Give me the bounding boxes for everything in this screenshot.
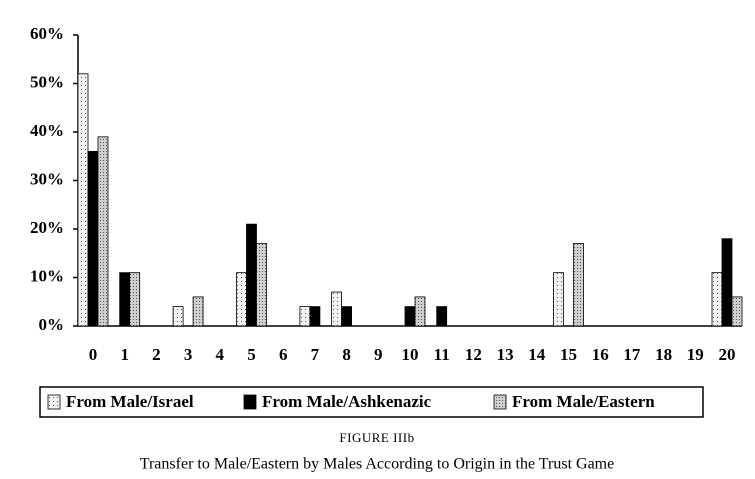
x-tick-label: 12	[465, 345, 482, 364]
x-tick-label: 17	[623, 345, 641, 364]
x-tick-label: 1	[120, 345, 129, 364]
x-tick-label: 8	[342, 345, 351, 364]
legend-swatch	[243, 394, 257, 410]
bar	[731, 296, 743, 327]
legend-label: From Male/Israel	[66, 392, 194, 411]
y-tick-label: 0%	[39, 315, 65, 334]
x-tick-label: 20	[719, 345, 736, 364]
y-tick-label: 10%	[30, 266, 64, 285]
bar	[721, 238, 733, 327]
x-tick-label: 9	[374, 345, 383, 364]
x-tick-label: 16	[592, 345, 609, 364]
x-tick-label: 4	[216, 345, 225, 364]
bar	[246, 223, 257, 327]
x-tick-label: 2	[152, 345, 161, 364]
legend-swatch	[493, 394, 507, 410]
y-tick-label: 30%	[30, 169, 64, 188]
x-tick-label: 15	[560, 345, 577, 364]
bar	[97, 136, 109, 327]
x-tick-label: 6	[279, 345, 288, 364]
x-tick-label: 5	[247, 345, 256, 364]
bar	[87, 150, 99, 327]
x-tick-label: 7	[311, 345, 320, 364]
bar	[119, 272, 131, 327]
bar	[414, 296, 426, 327]
bar	[711, 272, 723, 327]
figure-label: FIGURE IIIb	[339, 430, 414, 445]
bar	[172, 306, 184, 327]
legend-swatch	[47, 394, 61, 410]
legend-box	[39, 386, 704, 418]
x-tick-label: 10	[402, 345, 419, 364]
bar	[553, 272, 564, 327]
x-tick-label: 18	[655, 345, 672, 364]
bar	[77, 73, 89, 327]
y-tick-label: 60%	[30, 24, 64, 43]
bar	[236, 272, 247, 327]
bar	[404, 306, 416, 327]
x-tick-label: 3	[184, 345, 193, 364]
bar	[341, 306, 353, 327]
bar	[573, 243, 584, 327]
caption: Transfer to Male/Eastern by Males Accord…	[140, 456, 614, 473]
bar	[331, 291, 343, 327]
legend-label: From Male/Ashkenazic	[262, 392, 432, 411]
y-tick-label: 20%	[30, 218, 64, 237]
bar	[256, 243, 267, 327]
y-tick-label: 40%	[30, 121, 64, 140]
bar	[436, 306, 448, 327]
x-tick-label: 13	[497, 345, 514, 364]
x-tick-label: 11	[434, 345, 450, 364]
y-tick-label: 50%	[30, 72, 64, 91]
bar	[129, 272, 141, 327]
legend-label: From Male/Eastern	[512, 392, 655, 411]
x-tick-label: 19	[687, 345, 704, 364]
bar	[192, 296, 204, 327]
bar	[309, 306, 321, 327]
x-tick-label: 14	[528, 345, 546, 364]
x-tick-label: 0	[89, 345, 98, 364]
bar	[299, 306, 311, 327]
